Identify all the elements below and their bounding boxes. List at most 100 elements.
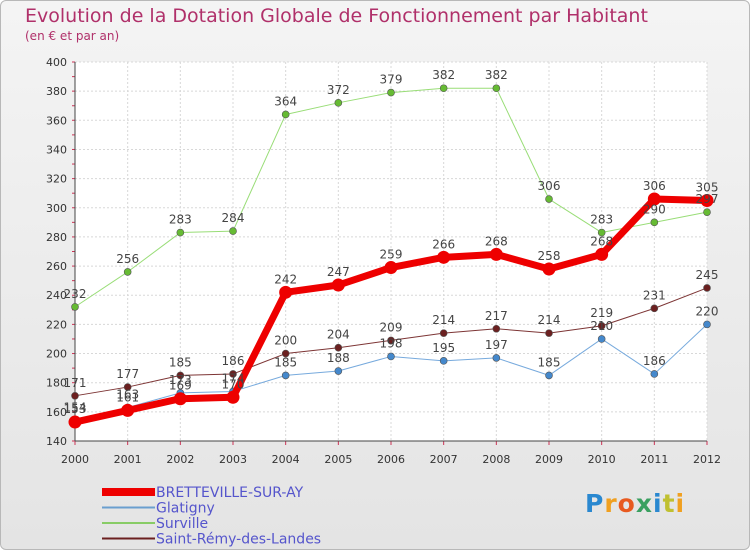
data-label: 188 bbox=[327, 351, 350, 365]
data-point bbox=[647, 192, 661, 206]
data-label: 214 bbox=[432, 313, 455, 327]
legend-label: Surville bbox=[156, 516, 208, 532]
data-point bbox=[545, 329, 553, 337]
y-tick-label: 140 bbox=[46, 435, 67, 448]
x-tick-label: 2003 bbox=[219, 453, 247, 466]
data-point bbox=[437, 250, 451, 264]
data-label: 232 bbox=[64, 287, 87, 301]
data-label: 306 bbox=[538, 179, 561, 193]
data-label: 217 bbox=[485, 309, 508, 323]
data-label: 186 bbox=[222, 354, 245, 368]
data-point bbox=[595, 247, 609, 261]
data-point bbox=[387, 88, 395, 97]
data-label: 200 bbox=[274, 334, 297, 348]
data-label: 210 bbox=[590, 319, 613, 333]
data-point bbox=[121, 403, 135, 417]
y-tick-label: 320 bbox=[46, 173, 67, 186]
x-tick-label: 2005 bbox=[324, 453, 352, 466]
data-label: 204 bbox=[327, 328, 350, 342]
data-label: 170 bbox=[222, 377, 245, 391]
data-point bbox=[281, 349, 290, 358]
data-label: 153 bbox=[64, 402, 87, 416]
data-point bbox=[281, 110, 290, 119]
data-label: 161 bbox=[116, 390, 139, 404]
data-point bbox=[492, 324, 501, 333]
logo-letter: r bbox=[604, 489, 618, 518]
data-label: 195 bbox=[432, 341, 455, 355]
data-label: 382 bbox=[432, 68, 455, 82]
data-label: 266 bbox=[432, 237, 455, 251]
x-tick-label: 2011 bbox=[640, 453, 668, 466]
data-point bbox=[439, 357, 448, 365]
y-tick-label: 300 bbox=[46, 202, 67, 215]
x-tick-label: 2002 bbox=[166, 453, 194, 466]
data-label: 306 bbox=[643, 179, 666, 193]
data-point bbox=[650, 370, 659, 378]
data-label: 297 bbox=[696, 192, 719, 206]
data-label: 219 bbox=[590, 306, 613, 320]
data-point bbox=[597, 228, 606, 237]
data-point bbox=[384, 261, 398, 275]
data-label: 242 bbox=[274, 272, 297, 286]
data-point bbox=[489, 247, 503, 261]
data-point bbox=[176, 371, 185, 380]
logo-letter: o bbox=[617, 489, 636, 518]
legend-label: Glatigny bbox=[156, 501, 215, 517]
data-point bbox=[439, 84, 448, 93]
y-tick-label: 240 bbox=[46, 289, 67, 302]
data-label: 268 bbox=[485, 234, 508, 248]
logo-letter: P bbox=[585, 489, 605, 518]
y-tick-label: 400 bbox=[46, 56, 67, 69]
data-point bbox=[492, 354, 501, 362]
legend-label: Saint-Rémy-des-Landes bbox=[156, 532, 321, 548]
data-label: 305 bbox=[696, 180, 719, 194]
data-point bbox=[650, 218, 659, 227]
data-point bbox=[703, 208, 711, 216]
data-label: 258 bbox=[538, 249, 561, 263]
data-label: 382 bbox=[485, 68, 508, 82]
x-tick-label: 2012 bbox=[693, 453, 721, 466]
data-point bbox=[492, 84, 501, 93]
data-point bbox=[703, 320, 711, 329]
y-tick-label: 360 bbox=[46, 114, 67, 127]
data-point bbox=[176, 228, 185, 237]
data-point bbox=[545, 371, 553, 380]
logo-letter: t bbox=[662, 489, 676, 518]
chart-subtitle: (en € et par an) bbox=[25, 29, 120, 43]
data-point bbox=[334, 99, 343, 107]
x-tick-label: 2000 bbox=[61, 453, 89, 466]
data-point bbox=[123, 383, 132, 391]
data-label: 364 bbox=[274, 94, 297, 108]
x-tick-label: 2001 bbox=[114, 453, 142, 466]
data-point bbox=[542, 262, 556, 276]
x-tick-label: 2008 bbox=[482, 453, 510, 466]
data-label: 231 bbox=[643, 288, 666, 302]
data-label: 283 bbox=[169, 213, 192, 227]
data-label: 247 bbox=[327, 265, 350, 279]
data-point bbox=[439, 329, 448, 337]
y-tick-label: 380 bbox=[46, 85, 67, 98]
y-tick-label: 260 bbox=[46, 260, 67, 273]
proxiti-logo: Proxiti bbox=[585, 489, 685, 518]
data-point bbox=[545, 195, 553, 203]
chart-title: Evolution de la Dotation Globale de Fonc… bbox=[25, 5, 648, 27]
data-label: 214 bbox=[538, 313, 561, 327]
y-tick-label: 340 bbox=[46, 143, 67, 156]
data-label: 379 bbox=[380, 73, 403, 87]
logo-letter: i bbox=[653, 489, 663, 518]
data-label: 259 bbox=[380, 248, 403, 262]
logo-letter: i bbox=[675, 489, 686, 518]
data-point bbox=[281, 371, 290, 380]
data-point bbox=[703, 284, 711, 292]
data-label: 290 bbox=[643, 202, 666, 216]
data-label: 256 bbox=[116, 252, 139, 266]
data-point bbox=[387, 336, 395, 345]
data-label: 209 bbox=[380, 320, 403, 334]
data-label: 268 bbox=[590, 234, 613, 248]
data-point bbox=[123, 268, 132, 276]
y-tick-label: 200 bbox=[46, 348, 67, 361]
data-point bbox=[597, 322, 606, 330]
data-point bbox=[597, 335, 606, 343]
y-tick-label: 160 bbox=[46, 406, 67, 419]
